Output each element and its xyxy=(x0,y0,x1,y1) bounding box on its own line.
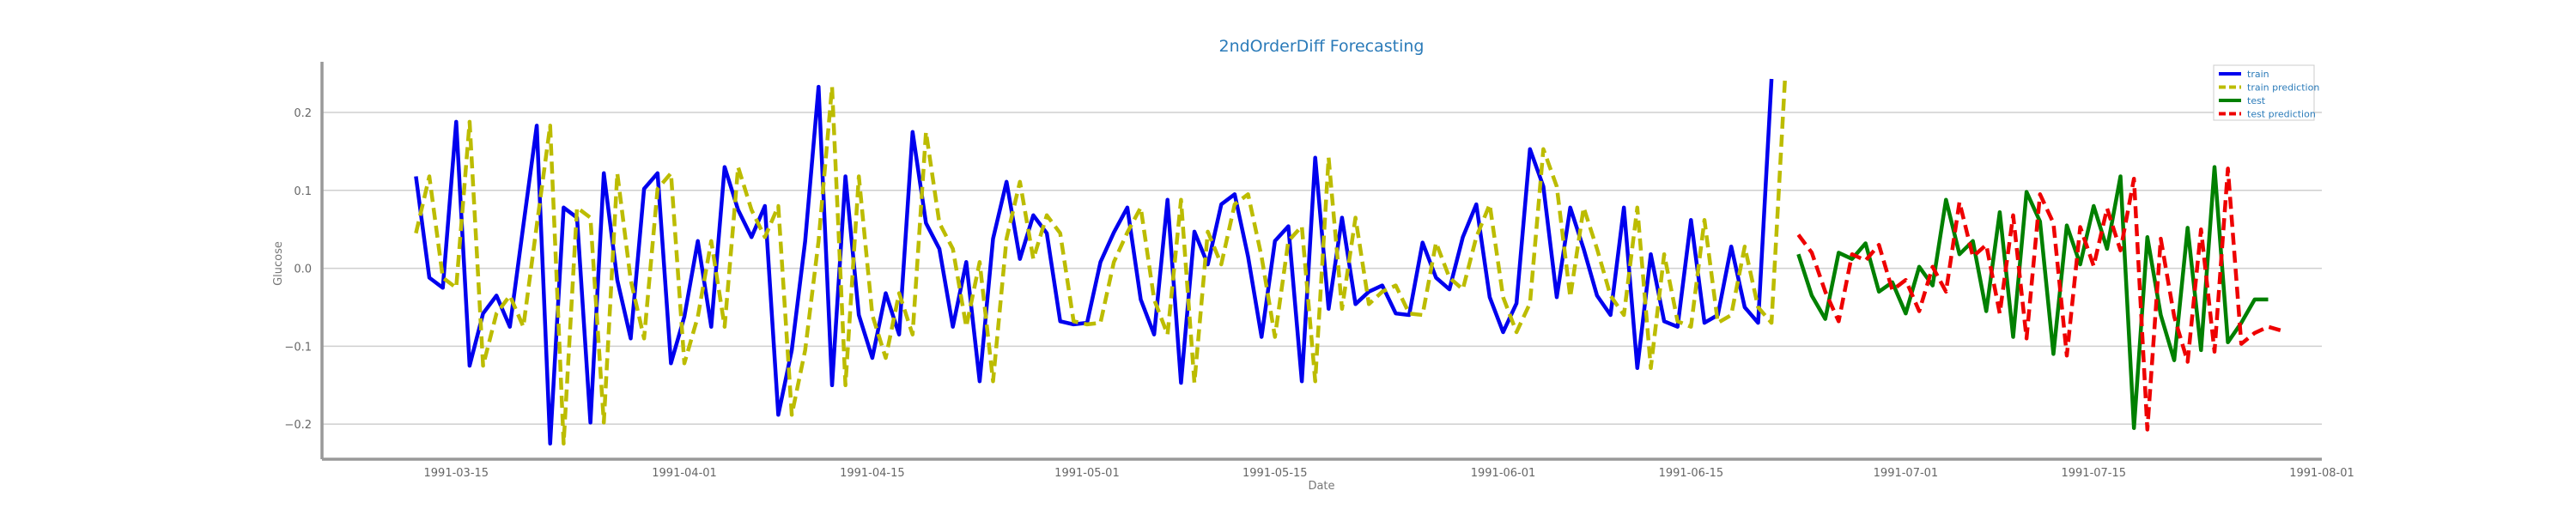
x-tick-label: 1991-08-01 xyxy=(2289,467,2354,480)
x-tick-label: 1991-07-15 xyxy=(2061,467,2126,480)
x-tick-label: 1991-03-15 xyxy=(424,467,489,480)
legend-label-train-prediction: train prediction xyxy=(2247,82,2319,94)
tick-labels: −0.2 −0.1 0.0 0.1 0.2 1991-03-15 1991-04-01 199… xyxy=(284,107,2354,480)
y-tick-label: 0.0 xyxy=(294,264,312,276)
chart-title: 2ndOrderDiff Forecasting xyxy=(1218,37,1424,56)
legend-label-train: train xyxy=(2247,69,2269,80)
x-tick-label: 1991-06-01 xyxy=(1471,467,1536,480)
x-tick-label: 1991-05-01 xyxy=(1054,467,1120,480)
x-axis-label: Date xyxy=(1308,480,1334,493)
y-tick-label: −0.1 xyxy=(284,341,312,354)
x-tick-label: 1991-04-01 xyxy=(652,467,717,480)
x-tick-label: 1991-04-15 xyxy=(840,467,905,480)
y-tick-label: 0.1 xyxy=(294,185,312,198)
series-line-train xyxy=(414,78,1774,446)
axes xyxy=(320,62,2322,461)
legend-label-test: test xyxy=(2247,95,2266,106)
grid-lines xyxy=(322,112,2322,425)
x-tick-label: 1991-07-01 xyxy=(1874,467,1939,480)
x-tick-label: 1991-06-15 xyxy=(1659,467,1724,480)
y-tick-label: 0.2 xyxy=(294,107,312,120)
series-line-test-prediction xyxy=(1796,167,2282,432)
series-line-train-prediction xyxy=(414,78,1788,446)
series-line-test xyxy=(1796,165,2269,430)
y-tick-label: −0.2 xyxy=(284,419,312,432)
legend-label-test-prediction: test prediction xyxy=(2247,109,2316,120)
series-lines xyxy=(414,78,2282,446)
y-axis-label: Glucose xyxy=(272,241,285,286)
x-tick-label: 1991-05-15 xyxy=(1242,467,1308,480)
